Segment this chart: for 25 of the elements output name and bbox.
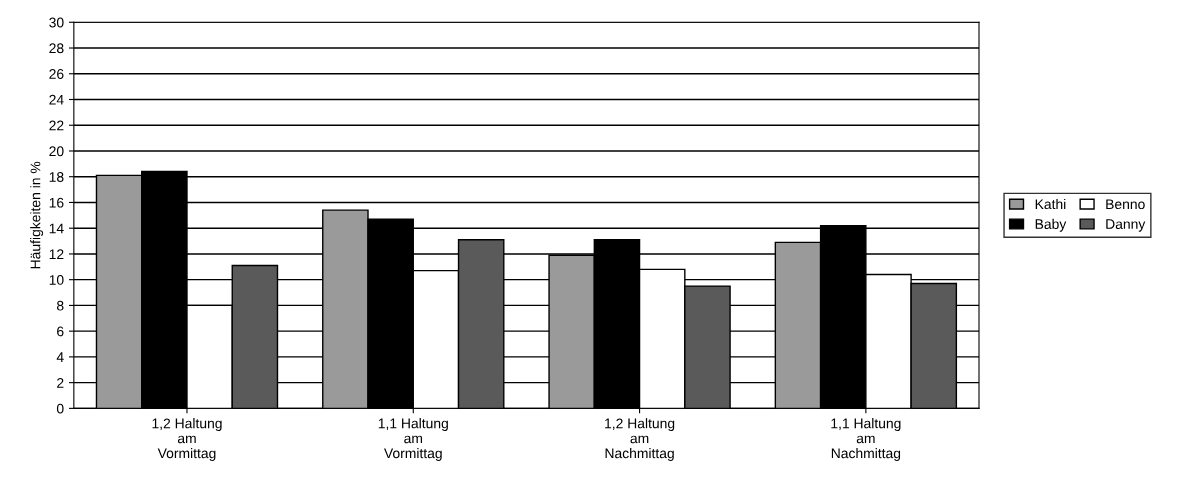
y-tick-label: 24 (49, 94, 64, 105)
x-tick-label: 1,2 Haltung am Vormittag (152, 418, 222, 461)
x-tick-label: 1,2 Haltung am Nachmittag (605, 418, 675, 461)
y-tick-label: 14 (49, 223, 64, 234)
y-tick-label: 6 (57, 326, 64, 337)
legend-label: Baby (1035, 218, 1067, 232)
y-tick-label: 28 (49, 43, 64, 54)
x-tick-label: 1,1 Haltung am Vormittag (378, 418, 448, 461)
y-tick-label: 2 (57, 377, 64, 388)
y-tick-label: 12 (49, 249, 64, 259)
y-tick-label: 0 (56, 403, 64, 414)
y-tick-label: 22 (49, 120, 64, 131)
legend-label: Benno (1106, 199, 1145, 210)
y-tick-label: 10 (49, 275, 64, 285)
legend-label: Danny (1106, 219, 1146, 232)
y-tick-label: 18 (49, 172, 64, 182)
y-tick-label: 30 (49, 17, 64, 28)
y-axis-title: Häufigkeiten in % (30, 161, 44, 269)
y-tick-label: 8 (57, 300, 64, 311)
x-tick-label: 1,1 Haltung am Nachmittag (831, 418, 901, 461)
y-tick-label: 4 (56, 352, 64, 362)
y-tick-label: 16 (49, 197, 64, 208)
legend-label: Kathi (1035, 198, 1066, 210)
y-tick-label: 20 (49, 146, 64, 157)
y-tick-label: 26 (49, 69, 64, 79)
